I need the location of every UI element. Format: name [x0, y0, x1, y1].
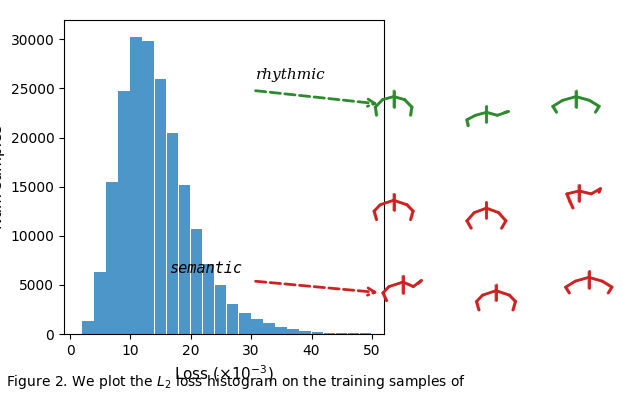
Bar	[275, 327, 287, 334]
Bar	[179, 185, 190, 334]
Bar	[336, 333, 347, 334]
Bar	[360, 333, 371, 334]
Bar	[131, 37, 142, 334]
Bar	[106, 182, 118, 334]
Text: rhythmic: rhythmic	[256, 68, 326, 82]
Bar	[155, 79, 166, 334]
Bar	[312, 332, 323, 334]
X-axis label: Loss ($\times10^{-3}$): Loss ($\times10^{-3}$)	[174, 363, 274, 384]
Bar	[215, 285, 227, 334]
Bar	[118, 91, 130, 334]
Bar	[251, 319, 262, 334]
Bar	[143, 41, 154, 334]
Bar	[191, 229, 202, 334]
Bar	[227, 303, 239, 334]
Y-axis label: Num samples: Num samples	[0, 125, 5, 229]
Bar	[300, 331, 311, 334]
Bar	[263, 323, 275, 334]
Bar	[239, 314, 251, 334]
Bar	[94, 272, 106, 334]
Bar	[166, 132, 178, 334]
Bar	[348, 333, 359, 334]
Bar	[82, 321, 93, 334]
Text: semantic: semantic	[170, 261, 243, 276]
Bar	[203, 264, 214, 334]
Text: Figure 2. We plot the $L_2$ loss histogram on the training samples of: Figure 2. We plot the $L_2$ loss histogr…	[6, 373, 467, 391]
Bar	[324, 332, 335, 334]
Bar	[287, 329, 299, 334]
